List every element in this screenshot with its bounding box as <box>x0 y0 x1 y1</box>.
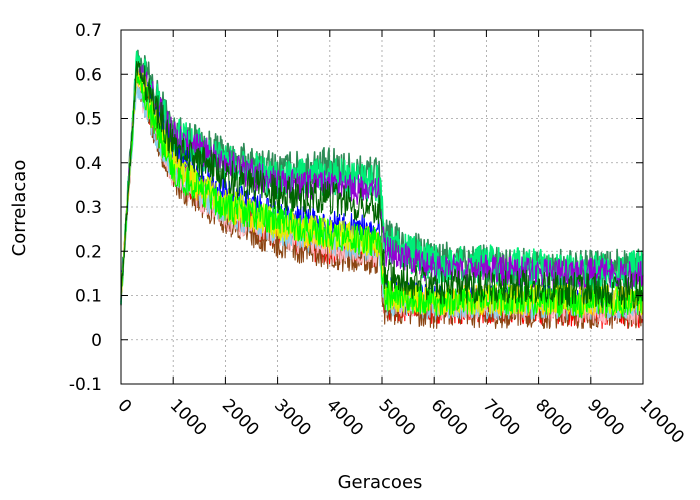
x-tick-label: 6000 <box>427 395 472 440</box>
x-tick-label: 0 <box>113 395 135 417</box>
x-tick-label: 9000 <box>583 395 628 440</box>
x-tick-label: 8000 <box>531 395 576 440</box>
y-tick-label: 0 <box>91 331 102 351</box>
y-tick-labels: -0.1 0 0.1 0.2 0.3 0.4 0.5 0.6 0.7 <box>69 21 102 395</box>
series-line <box>120 79 644 330</box>
series-group <box>120 49 644 330</box>
y-tick-label: 0.3 <box>75 198 102 218</box>
x-tick-label: 4000 <box>322 395 367 440</box>
y-tick-label: 0.1 <box>75 287 102 307</box>
series-line <box>120 74 644 319</box>
y-tick-label: -0.1 <box>69 375 102 395</box>
tick-marks <box>120 29 644 385</box>
x-tick-labels: 0 1000 2000 3000 4000 5000 6000 7000 8000 9000 100… <box>113 395 687 447</box>
y-axis-title: Correlacao <box>9 160 30 257</box>
y-tick-label: 0.7 <box>75 21 102 41</box>
x-tick-label: 5000 <box>374 395 419 440</box>
series-line <box>120 66 644 316</box>
y-tick-label: 0.4 <box>75 154 102 174</box>
x-tick-label: 7000 <box>479 395 524 440</box>
y-tick-label: 0.2 <box>75 242 102 262</box>
y-tick-label: 0.6 <box>75 65 102 85</box>
x-tick-label: 1000 <box>166 395 211 440</box>
x-tick-label: 2000 <box>218 395 263 440</box>
x-tick-label: 3000 <box>270 395 315 440</box>
x-axis-title: Geracoes <box>338 472 423 493</box>
x-tick-label: 10000 <box>635 395 687 447</box>
series-line <box>120 60 644 310</box>
y-tick-label: 0.5 <box>75 110 102 130</box>
